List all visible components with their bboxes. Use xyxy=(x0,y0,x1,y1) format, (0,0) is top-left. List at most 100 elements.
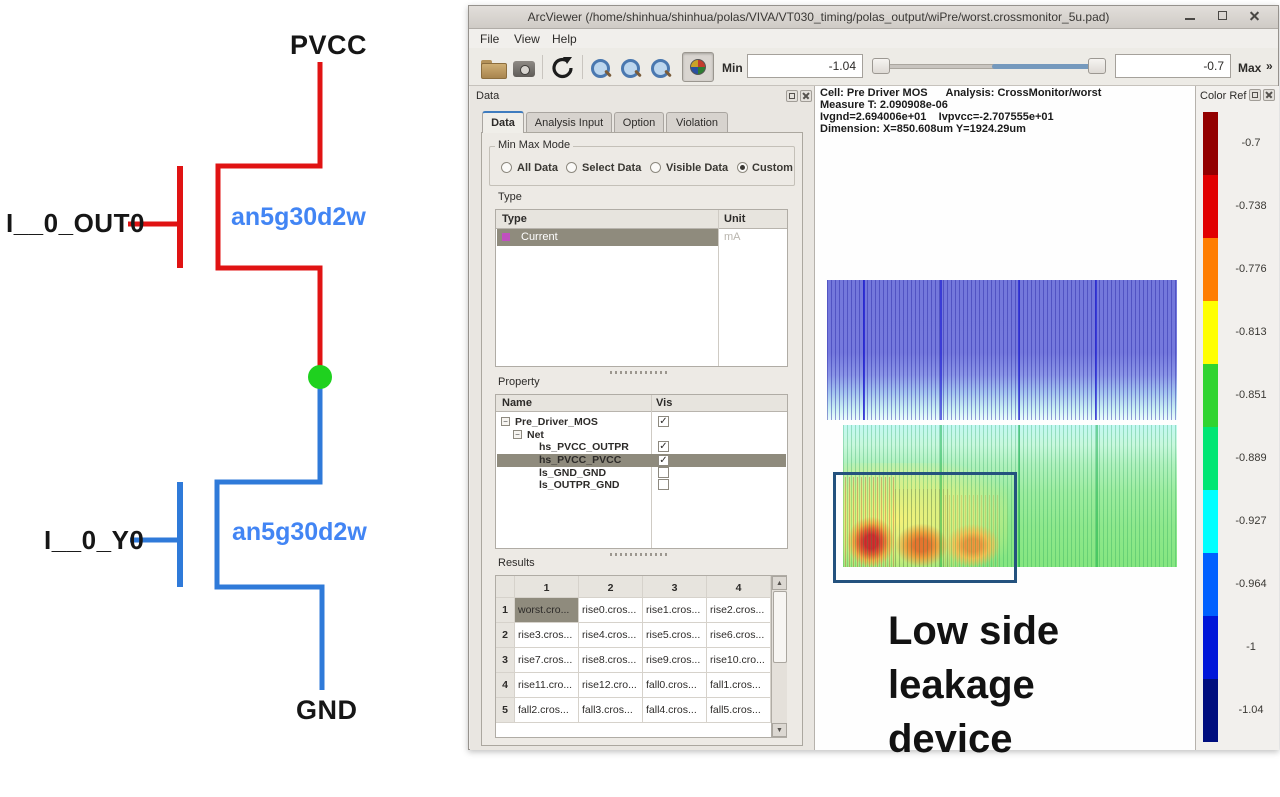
close-button[interactable] xyxy=(1247,9,1263,23)
results-cell[interactable]: rise11.cro... xyxy=(515,673,579,698)
splitter-grip[interactable] xyxy=(610,553,670,556)
results-cell[interactable]: fall5.cros... xyxy=(707,698,771,723)
results-cell-selected[interactable]: worst.cro... xyxy=(515,598,579,623)
results-cell[interactable]: rise9.cros... xyxy=(643,648,707,673)
zoom-out-button[interactable] xyxy=(618,56,644,81)
zoom-in-button[interactable] xyxy=(588,56,614,81)
results-cell[interactable]: rise2.cros... xyxy=(707,598,771,623)
legend-swatch xyxy=(1203,364,1218,427)
max-slider-handle[interactable] xyxy=(1088,58,1106,74)
radio-visible-data[interactable] xyxy=(650,162,661,173)
tree-row-pre-driver-mos[interactable]: − Pre_Driver_MOS ✓ xyxy=(497,416,786,429)
color-mode-button[interactable] xyxy=(682,52,714,82)
menu-file[interactable]: File xyxy=(480,32,500,46)
color-ref-close-button[interactable] xyxy=(1263,89,1275,101)
cell-divider xyxy=(940,425,942,567)
menu-bar xyxy=(469,29,1278,48)
radio-visible-data-label[interactable]: Visible Data xyxy=(666,162,729,174)
minmax-group-label: Min Max Mode xyxy=(495,139,574,151)
results-cell[interactable]: rise5.cros... xyxy=(643,623,707,648)
menu-help[interactable]: Help xyxy=(552,32,577,46)
radio-select-data[interactable] xyxy=(566,162,577,173)
dock-float-button[interactable] xyxy=(786,90,798,102)
results-cell[interactable]: fall0.cros... xyxy=(643,673,707,698)
max-value-input[interactable] xyxy=(1115,54,1231,78)
type-group-label: Type xyxy=(495,191,525,203)
results-cell[interactable]: fall2.cros... xyxy=(515,698,579,723)
collapse-icon[interactable]: − xyxy=(501,417,510,426)
results-cell[interactable]: fall3.cros... xyxy=(579,698,643,723)
radio-all-data[interactable] xyxy=(501,162,512,173)
tree-label: ls_GND_GND xyxy=(539,467,607,479)
dock-close-button[interactable] xyxy=(800,90,812,102)
results-cell[interactable]: rise10.cro... xyxy=(707,648,771,673)
net-label-pvcc: PVCC xyxy=(290,30,368,60)
results-cell[interactable]: rise8.cros... xyxy=(579,648,643,673)
results-cell[interactable]: rise0.cros... xyxy=(579,598,643,623)
tree-row-ls-gnd-gnd[interactable]: ls_GND_GND xyxy=(497,467,786,480)
radio-all-data-label[interactable]: All Data xyxy=(517,162,558,174)
tree-label: Pre_Driver_MOS xyxy=(515,416,598,428)
results-col-header: 3 xyxy=(643,576,707,598)
radio-custom-label[interactable]: Custom xyxy=(752,162,793,174)
maximize-icon xyxy=(1218,11,1227,20)
title-bar[interactable]: ArcViewer (/home/shinhua/shinhua/polas/V… xyxy=(469,6,1278,29)
results-cell[interactable]: fall4.cros... xyxy=(643,698,707,723)
open-file-button[interactable] xyxy=(478,57,507,81)
vis-checkbox-checked[interactable]: ✓ xyxy=(658,416,669,427)
results-cell[interactable]: rise1.cros... xyxy=(643,598,707,623)
tab-violation[interactable]: Violation xyxy=(666,112,728,133)
collapse-icon[interactable]: − xyxy=(513,430,522,439)
scrollbar-thumb[interactable] xyxy=(773,591,787,663)
minimize-button[interactable] xyxy=(1182,9,1198,23)
legend-value: -0.7 xyxy=(1241,137,1261,149)
type-row-unit: mA xyxy=(724,231,741,243)
annotation-text-line: device xyxy=(888,717,1013,761)
zoom-fit-icon xyxy=(650,58,672,80)
toolbar-overflow-icon[interactable]: » xyxy=(1266,59,1273,73)
cell-divider xyxy=(940,280,942,420)
min-slider-handle[interactable] xyxy=(872,58,890,74)
legend-value: -0.927 xyxy=(1235,515,1267,527)
heatmap-low-side-band xyxy=(843,425,1177,567)
tab-analysis-input[interactable]: Analysis Input xyxy=(526,112,612,133)
color-ref-float-button[interactable] xyxy=(1249,89,1261,101)
vis-checkbox-checked[interactable]: ✓ xyxy=(658,441,669,452)
toolbar-separator xyxy=(542,55,543,79)
results-cell[interactable]: rise6.cros... xyxy=(707,623,771,648)
type-row-current[interactable]: Current xyxy=(497,229,718,246)
vis-checkbox-checked[interactable]: ✓ xyxy=(658,455,669,466)
results-scrollbar[interactable]: ▲ ▼ xyxy=(771,576,787,737)
tree-row-hs-pvcc-outpr[interactable]: hs_PVCC_OUTPR ✓ xyxy=(497,441,786,454)
legend-swatch xyxy=(1203,427,1218,490)
vis-checkbox-unchecked[interactable] xyxy=(658,467,669,478)
maximize-button[interactable] xyxy=(1215,9,1231,23)
results-cell[interactable]: rise12.cro... xyxy=(579,673,643,698)
scroll-up-icon[interactable]: ▲ xyxy=(772,576,787,590)
results-cell[interactable]: rise7.cros... xyxy=(515,648,579,673)
tree-row-net[interactable]: − Net xyxy=(497,429,786,442)
results-cell[interactable]: rise4.cros... xyxy=(579,623,643,648)
property-table: Name Vis − Pre_Driver_MOS ✓ − Net hs_PVC… xyxy=(495,394,788,549)
snapshot-button[interactable] xyxy=(510,58,536,80)
radio-custom[interactable] xyxy=(737,162,748,173)
menu-view[interactable]: View xyxy=(514,32,540,46)
refresh-button[interactable] xyxy=(548,53,578,83)
legend-value: -0.813 xyxy=(1235,326,1267,338)
radio-select-data-label[interactable]: Select Data xyxy=(582,162,642,174)
leakage-annotation-box xyxy=(833,472,1017,583)
legend-swatch xyxy=(1203,616,1218,679)
vis-checkbox-unchecked[interactable] xyxy=(658,479,669,490)
tree-row-hs-pvcc-pvcc[interactable]: hs_PVCC_PVCC ✓ xyxy=(497,454,786,467)
tab-data[interactable]: Data xyxy=(482,111,524,133)
min-value-input[interactable] xyxy=(747,54,863,78)
results-cell[interactable]: fall1.cros... xyxy=(707,673,771,698)
net-label-out0: I__0_OUT0 xyxy=(6,208,145,238)
splitter-grip[interactable] xyxy=(610,371,670,374)
results-cell[interactable]: rise3.cros... xyxy=(515,623,579,648)
tree-row-ls-outpr-gnd[interactable]: ls_OUTPR_GND xyxy=(497,479,786,492)
scroll-down-icon[interactable]: ▼ xyxy=(772,723,787,737)
zoom-fit-button[interactable] xyxy=(648,56,674,81)
tab-option[interactable]: Option xyxy=(614,112,664,133)
float-icon xyxy=(789,93,795,99)
